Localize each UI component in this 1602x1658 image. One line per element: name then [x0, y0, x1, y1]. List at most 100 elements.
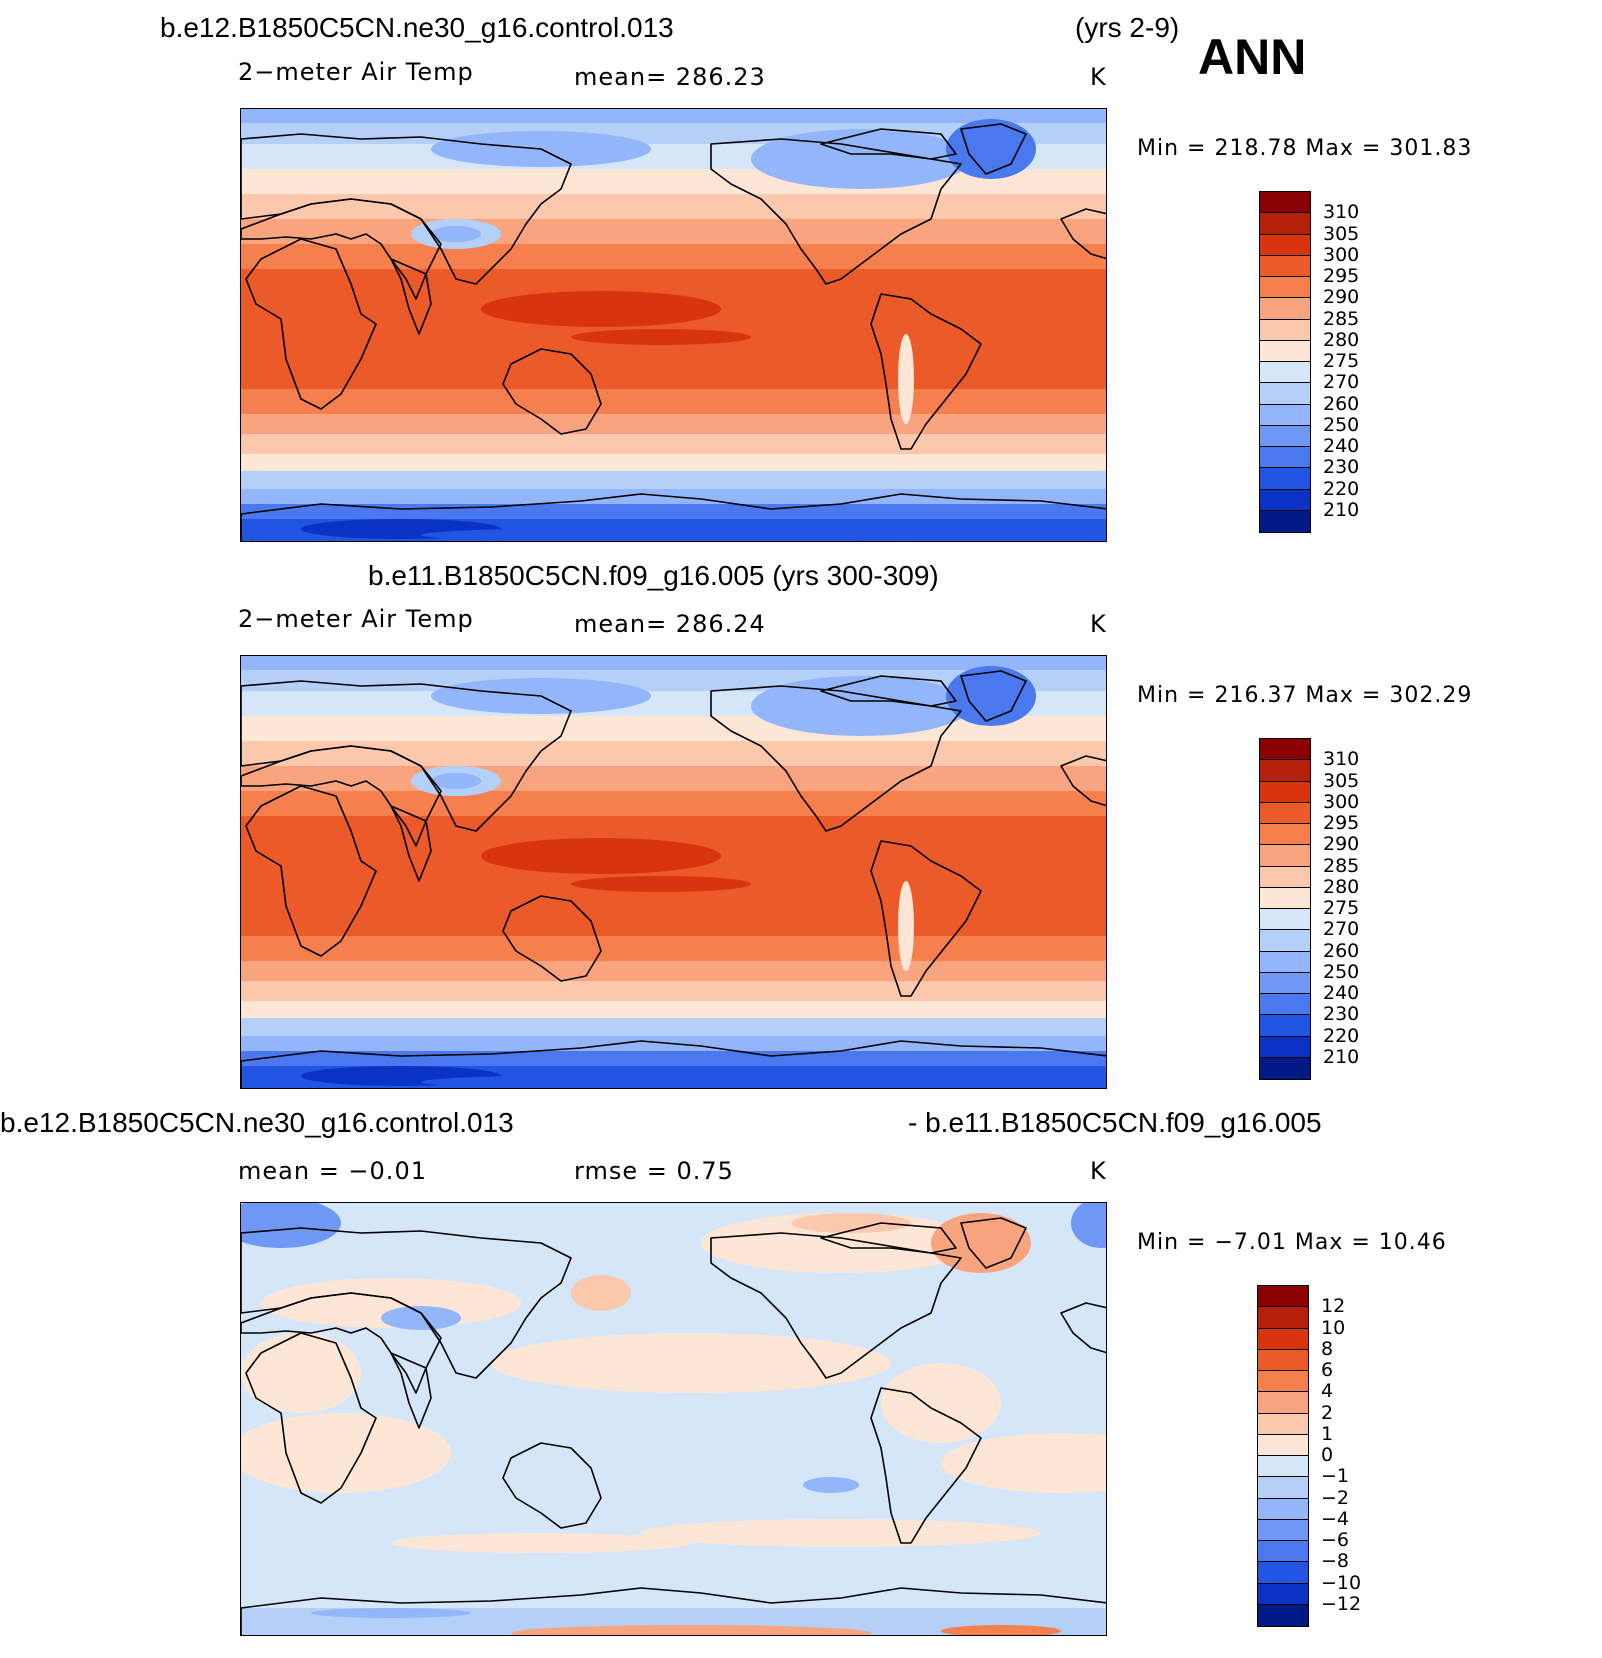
colorbar-swatch	[1260, 404, 1310, 426]
panel2-minmax: Min = 216.37 Max = 302.29	[1137, 683, 1473, 708]
colorbar-swatch	[1260, 909, 1310, 931]
colorbar-tick-label: 2	[1321, 1401, 1334, 1424]
colorbar-tick-label: −12	[1321, 1592, 1362, 1615]
panel1-minmax: Min = 218.78 Max = 301.83	[1137, 136, 1473, 161]
colorbar-tick-label: 250	[1323, 413, 1360, 436]
colorbar-swatch	[1260, 213, 1310, 235]
colorbar-swatch	[1258, 1328, 1308, 1350]
colorbar-tick-label: 8	[1321, 1337, 1334, 1360]
colorbar-swatch	[1260, 468, 1310, 490]
colorbar-swatch	[1260, 383, 1310, 405]
panel2-variable: 2−meter Air Temp	[238, 605, 474, 633]
colorbar-tick-label: 220	[1323, 1024, 1360, 1047]
colorbar-tick-label: 270	[1323, 918, 1360, 941]
colorbar-swatch	[1260, 447, 1310, 469]
coastlines	[241, 670, 1106, 1088]
colorbar-tick-label: 280	[1323, 328, 1360, 351]
colorbar-tick-label: 4	[1321, 1380, 1334, 1403]
panel3-title-left: b.e12.B1850C5CN.ne30_g16.control.013	[0, 1107, 514, 1138]
case1-years: (yrs 2-9)	[1075, 12, 1180, 43]
panel3-colorbar	[1257, 1285, 1309, 1627]
colorbar-swatch	[1258, 1434, 1308, 1456]
colorbar-tick-label: 1	[1321, 1422, 1334, 1445]
case1-title: b.e12.B1850C5CN.ne30_g16.control.013	[160, 12, 674, 43]
colorbar-swatch	[1258, 1286, 1308, 1308]
colorbar-tick-label: 230	[1323, 456, 1360, 479]
colorbar-swatch	[1260, 234, 1310, 256]
colorbar-tick-label: 300	[1323, 243, 1360, 266]
colorbar-tick-label: −1	[1321, 1465, 1350, 1488]
coastlines	[241, 123, 1106, 541]
colorbar-swatch	[1260, 1036, 1310, 1058]
colorbar-swatch	[1260, 510, 1310, 532]
colorbar-swatch	[1260, 319, 1310, 341]
panel1-variable: 2−meter Air Temp	[238, 58, 474, 86]
colorbar-swatch	[1260, 255, 1310, 277]
colorbar-tick-label: 240	[1323, 982, 1360, 1004]
colorbar-swatch	[1258, 1604, 1308, 1626]
colorbar-tick-label: 220	[1323, 477, 1360, 500]
panel3-title-right: - b.e11.B1850C5CN.f09_g16.005	[908, 1107, 1322, 1138]
colorbar-swatch	[1258, 1392, 1308, 1414]
panel3-minmax: Min = −7.01 Max = 10.46	[1137, 1230, 1447, 1255]
colorbar-swatch	[1260, 994, 1310, 1016]
coastlines	[241, 1217, 1106, 1635]
colorbar-swatch	[1260, 930, 1310, 952]
colorbar-tick-label: 0	[1321, 1444, 1334, 1466]
colorbar-swatch	[1260, 1015, 1310, 1037]
colorbar-swatch	[1258, 1498, 1308, 1520]
panel3-map	[240, 1202, 1107, 1636]
colorbar-tick-label: 210	[1323, 498, 1360, 521]
panel2-units: K	[1090, 610, 1107, 638]
colorbar-tick-label: −8	[1321, 1550, 1350, 1573]
panel1-colorbar	[1259, 191, 1311, 533]
panel1-mean: mean= 286.23	[574, 63, 766, 91]
colorbar-swatch	[1260, 866, 1310, 888]
panel1-map	[240, 108, 1107, 542]
colorbar-swatch	[1260, 845, 1310, 867]
colorbar-tick-label: 290	[1323, 286, 1360, 309]
colorbar-tick-label: 10	[1321, 1316, 1346, 1339]
colorbar-tick-label: 275	[1323, 350, 1360, 372]
panel3-units: K	[1090, 1157, 1107, 1185]
colorbar-swatch	[1258, 1307, 1308, 1329]
colorbar-swatch	[1260, 739, 1310, 761]
colorbar-swatch	[1260, 192, 1310, 214]
colorbar-tick-label: 305	[1323, 222, 1360, 245]
colorbar-swatch	[1258, 1541, 1308, 1563]
panel3-rmse: rmse = 0.75	[574, 1157, 734, 1185]
colorbar-swatch	[1260, 425, 1310, 447]
colorbar-swatch	[1260, 489, 1310, 511]
colorbar-tick-label: −10	[1321, 1571, 1362, 1594]
colorbar-tick-label: 285	[1323, 854, 1360, 877]
colorbar-tick-label: 295	[1323, 265, 1360, 287]
colorbar-tick-label: 230	[1323, 1003, 1360, 1026]
colorbar-swatch	[1258, 1349, 1308, 1371]
colorbar-swatch	[1260, 340, 1310, 362]
colorbar-swatch	[1260, 362, 1310, 384]
colorbar-swatch	[1260, 760, 1310, 782]
colorbar-tick-label: 260	[1323, 939, 1360, 962]
colorbar-swatch	[1258, 1519, 1308, 1541]
colorbar-tick-label: 6	[1321, 1359, 1334, 1381]
colorbar-swatch	[1260, 951, 1310, 973]
colorbar-tick-label: 12	[1321, 1295, 1346, 1318]
panel2-map	[240, 655, 1107, 1089]
colorbar-tick-label: 300	[1323, 790, 1360, 813]
colorbar-tick-label: 310	[1323, 201, 1360, 224]
colorbar-swatch	[1260, 802, 1310, 824]
panel3-mean: mean = −0.01	[238, 1157, 427, 1185]
colorbar-swatch	[1260, 824, 1310, 846]
colorbar-tick-label: 240	[1323, 435, 1360, 457]
colorbar-tick-label: 290	[1323, 833, 1360, 856]
colorbar-swatch	[1258, 1477, 1308, 1499]
colorbar-tick-label: −6	[1321, 1529, 1350, 1551]
colorbar-swatch	[1258, 1583, 1308, 1605]
panel2-colorbar	[1259, 738, 1311, 1080]
colorbar-tick-label: −4	[1321, 1507, 1350, 1530]
colorbar-tick-label: 285	[1323, 307, 1360, 330]
colorbar-tick-label: 280	[1323, 875, 1360, 898]
panel1-units: K	[1090, 63, 1107, 91]
colorbar-swatch	[1258, 1456, 1308, 1478]
panel2-title: b.e11.B1850C5CN.f09_g16.005 (yrs 300-309…	[368, 560, 939, 591]
